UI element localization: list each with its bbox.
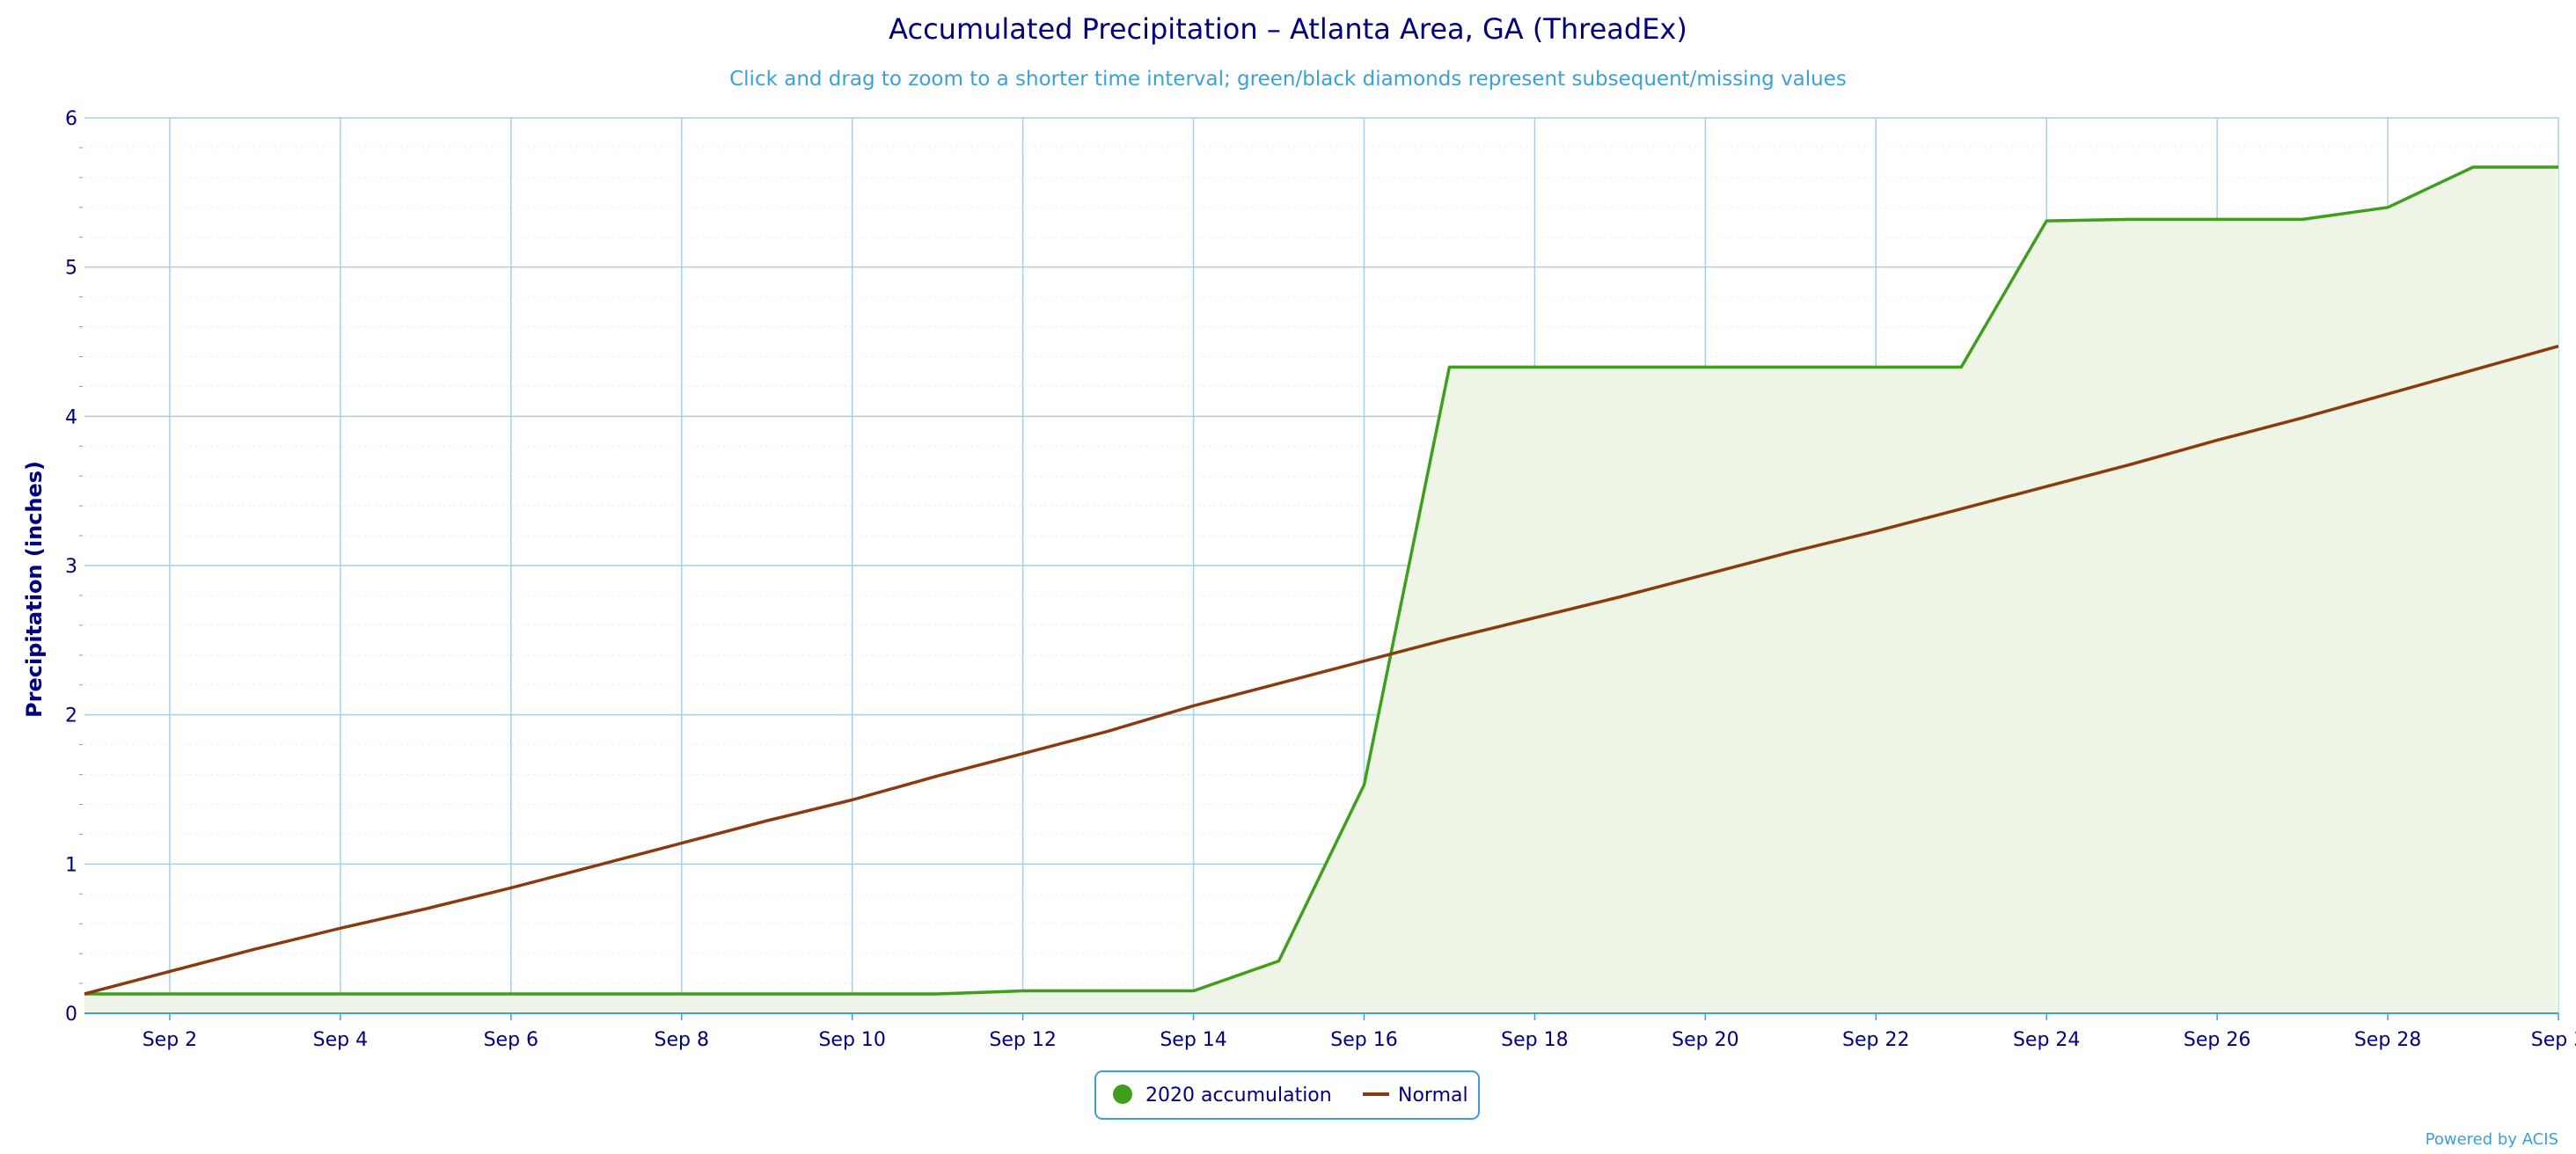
x-tick-label: Sep 20 <box>1672 1029 1738 1051</box>
x-tick-label: Sep 22 <box>1842 1029 1909 1051</box>
x-tick-label: Sep 3 <box>2531 1029 2576 1051</box>
x-tick-label: Sep 18 <box>1501 1029 1568 1051</box>
axes: 0 1 2 3 4 5 6 Sep 2 Sep 4 Sep 6 Sep 8 Sep 10 Sep 12 S… <box>65 108 2576 1051</box>
y-axis-label: Precipitation (inches) <box>22 461 47 718</box>
y-tick-label: 2 <box>65 705 77 727</box>
legend-item-normal[interactable]: Normal <box>1363 1085 1468 1107</box>
x-tick-label: Sep 2 <box>143 1029 197 1051</box>
series-layer <box>84 165 2559 996</box>
legend-label-normal: Normal <box>1398 1085 1468 1107</box>
legend-label-2020-accumulation: 2020 accumulation <box>1145 1085 1332 1107</box>
legend-item-2020-accumulation[interactable]: 2020 accumulation <box>1113 1085 1332 1107</box>
area-2020-accumulation <box>84 166 2558 1014</box>
y-tick-label: 6 <box>65 108 77 130</box>
x-tick-label: Sep 28 <box>2354 1029 2421 1051</box>
line-normal <box>84 344 2559 996</box>
x-tick-label: Sep 24 <box>2013 1029 2080 1051</box>
x-tick-label: Sep 10 <box>818 1029 885 1051</box>
x-tick-label: Sep 8 <box>655 1029 709 1051</box>
x-tick-label: Sep 4 <box>313 1029 368 1051</box>
legend[interactable]: 2020 accumulation Normal <box>1094 1070 1480 1120</box>
chart-subtitle: Click and drag to zoom to a shorter time… <box>729 68 1847 91</box>
x-tick-label: Sep 12 <box>989 1029 1056 1051</box>
legend-box <box>1094 1070 1480 1120</box>
acis-credit[interactable]: Powered by ACIS <box>2426 1130 2558 1149</box>
chart-title: Accumulated Precipitation – Atlanta Area… <box>889 12 1687 46</box>
y-tick-label: 3 <box>65 556 77 578</box>
x-tick-label: Sep 14 <box>1160 1029 1226 1051</box>
area-layer <box>84 166 2558 1014</box>
line-2020-accumulation <box>84 165 2558 996</box>
y-tick-label: 1 <box>65 854 77 876</box>
y-tick-label: 5 <box>65 258 77 280</box>
x-tick-label: Sep 16 <box>1330 1029 1397 1051</box>
x-tick-label: Sep 6 <box>484 1029 538 1051</box>
legend-marker-2020-accumulation <box>1113 1085 1132 1104</box>
x-tick-label: Sep 26 <box>2184 1029 2250 1051</box>
y-tick-label: 0 <box>65 1004 77 1026</box>
y-tick-label: 4 <box>65 406 77 428</box>
